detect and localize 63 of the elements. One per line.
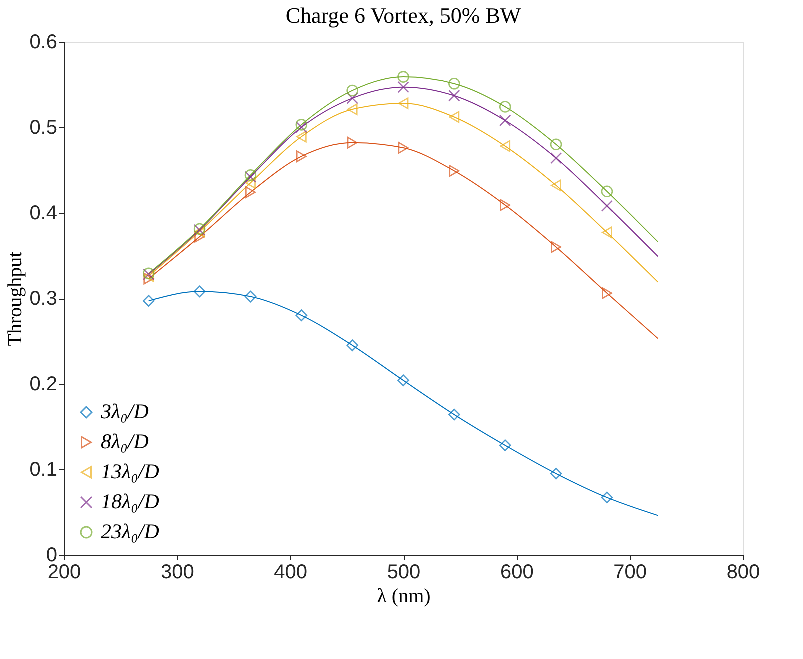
point bbox=[296, 131, 307, 143]
point bbox=[194, 286, 206, 298]
point bbox=[346, 340, 358, 352]
y-tick-label: 0.6 bbox=[30, 32, 58, 54]
point bbox=[448, 90, 460, 102]
y-tick-label: 0.3 bbox=[30, 288, 58, 310]
point bbox=[448, 408, 460, 421]
legend-label: 18λ₀/D bbox=[101, 490, 160, 514]
point bbox=[398, 71, 410, 83]
y-axis-title: Throughput bbox=[4, 251, 27, 346]
point bbox=[244, 290, 257, 303]
point bbox=[602, 226, 612, 239]
x-tick-label: 500 bbox=[387, 562, 421, 584]
x-tick-label: 400 bbox=[274, 562, 308, 584]
point bbox=[448, 78, 460, 90]
y-tick-label: 0.2 bbox=[30, 374, 58, 396]
point bbox=[398, 98, 409, 110]
point bbox=[194, 231, 205, 243]
legend-label: 8λ₀/D bbox=[101, 430, 149, 454]
point bbox=[601, 186, 614, 198]
point bbox=[601, 492, 614, 504]
y-tick-label: 0.1 bbox=[30, 459, 58, 481]
y-tick-label: 0.4 bbox=[30, 202, 58, 224]
x-tick-label: 300 bbox=[160, 562, 194, 584]
x-tick-label: 700 bbox=[614, 562, 648, 584]
point bbox=[449, 111, 460, 124]
point bbox=[551, 241, 562, 254]
point bbox=[550, 152, 562, 164]
point bbox=[398, 81, 410, 94]
x-tick-label: 800 bbox=[726, 562, 760, 584]
point bbox=[499, 114, 512, 127]
point bbox=[346, 84, 358, 97]
point bbox=[246, 186, 256, 198]
point bbox=[246, 177, 256, 189]
point bbox=[500, 199, 511, 212]
point bbox=[296, 310, 308, 322]
point bbox=[347, 104, 358, 116]
point bbox=[296, 150, 307, 162]
point bbox=[346, 92, 358, 104]
legend-label: 3λ₀/D bbox=[100, 400, 149, 424]
x-axis-title: λ (nm) bbox=[377, 586, 431, 608]
point bbox=[296, 122, 308, 134]
point bbox=[499, 101, 512, 113]
point bbox=[398, 142, 409, 154]
point bbox=[449, 165, 460, 177]
point bbox=[296, 119, 308, 131]
point bbox=[144, 272, 154, 285]
point bbox=[347, 136, 358, 149]
point bbox=[601, 200, 614, 212]
point bbox=[499, 440, 512, 452]
x-tick-label: 600 bbox=[500, 562, 534, 584]
chart-title: Charge 6 Vortex, 50% BW bbox=[286, 3, 522, 28]
point bbox=[142, 295, 155, 307]
point bbox=[500, 140, 511, 152]
point bbox=[551, 180, 562, 192]
y-tick-label: 0.5 bbox=[30, 117, 58, 139]
point bbox=[602, 287, 612, 300]
legend-label: 13λ₀/D bbox=[101, 460, 160, 484]
legend-label: 23λ₀/D bbox=[101, 520, 160, 544]
x-tick-label: 200 bbox=[48, 562, 82, 584]
point bbox=[550, 468, 562, 480]
point bbox=[550, 138, 562, 150]
point bbox=[398, 374, 410, 386]
